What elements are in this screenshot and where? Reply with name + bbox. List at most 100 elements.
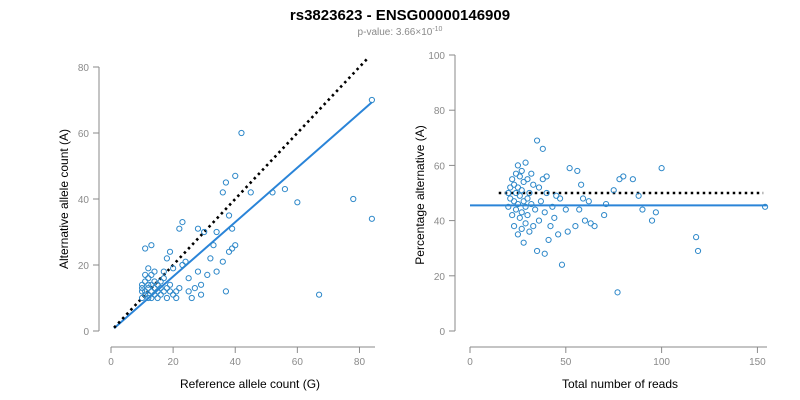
data-point xyxy=(694,247,702,255)
trend-lines xyxy=(470,191,767,207)
data-point xyxy=(145,285,152,292)
data-point xyxy=(601,211,608,219)
data-point xyxy=(526,228,533,235)
fit-line xyxy=(113,101,373,330)
x-ticks: 0 50 100 150 xyxy=(467,347,766,368)
data-point xyxy=(163,294,171,302)
data-point xyxy=(602,200,610,208)
y-tick-label: 20 xyxy=(434,272,446,283)
data-point xyxy=(509,176,516,183)
data-point xyxy=(142,291,149,298)
x-tick-label: 40 xyxy=(230,357,242,368)
data-point xyxy=(145,294,152,302)
data-point xyxy=(204,271,211,278)
data-point xyxy=(166,288,174,295)
data-point xyxy=(210,242,217,249)
allele-count-scatter: 0 20 40 60 80 0 20 40 60 80 Reference allele cou… xyxy=(57,56,375,391)
data-point xyxy=(564,228,571,235)
data-point xyxy=(510,223,518,230)
data-point xyxy=(222,179,230,186)
x-tick-label: 20 xyxy=(168,357,180,368)
data-point xyxy=(530,181,537,188)
data-point xyxy=(543,173,550,180)
data-point xyxy=(163,285,171,292)
data-point xyxy=(572,223,579,230)
data-point xyxy=(512,206,520,213)
data-point xyxy=(170,291,177,298)
data-point xyxy=(166,248,174,255)
data-point xyxy=(281,186,289,193)
y-tick-label: 100 xyxy=(428,51,445,62)
data-point xyxy=(639,206,646,213)
data-point xyxy=(514,200,522,208)
data-point xyxy=(520,239,527,246)
data-points xyxy=(138,96,375,302)
y-tick-label: 60 xyxy=(78,129,90,140)
y-tick-label: 0 xyxy=(83,327,89,338)
data-point xyxy=(182,258,189,265)
data-point xyxy=(543,189,550,197)
y-tick-label: 80 xyxy=(434,106,446,117)
y-ticks: 0 20 40 60 80 100 xyxy=(428,51,455,338)
data-point xyxy=(197,281,205,288)
data-point xyxy=(151,285,158,292)
data-point xyxy=(581,217,589,224)
x-axis-label: Reference allele count (G) xyxy=(180,377,320,391)
x-tick-label: 100 xyxy=(653,357,670,368)
data-point xyxy=(222,288,230,295)
data-point xyxy=(160,268,167,275)
data-point xyxy=(173,294,180,302)
data-point xyxy=(179,219,186,226)
data-point xyxy=(368,96,375,104)
data-point xyxy=(213,268,220,275)
y-axis-label: Percentage alternative (A) xyxy=(413,125,427,264)
data-point xyxy=(201,228,208,236)
chart-title: rs3823623 - ENSG00000146909 xyxy=(290,7,510,24)
data-point xyxy=(518,209,525,216)
data-point xyxy=(530,223,537,230)
y-tick-label: 80 xyxy=(78,63,90,74)
data-point xyxy=(148,294,155,302)
data-point xyxy=(526,189,533,197)
data-point xyxy=(368,215,375,222)
data-point xyxy=(151,291,158,298)
data-point xyxy=(610,187,617,194)
data-point xyxy=(148,242,155,249)
data-point xyxy=(138,285,146,292)
data-point xyxy=(566,165,573,172)
data-point xyxy=(524,195,531,202)
data-point xyxy=(225,212,233,219)
x-tick-label: 150 xyxy=(749,357,766,368)
data-point xyxy=(535,184,543,191)
data-point xyxy=(232,242,239,249)
y-tick-label: 40 xyxy=(78,195,90,206)
data-point xyxy=(154,294,161,302)
data-point xyxy=(213,228,220,236)
data-point xyxy=(518,187,525,194)
data-point xyxy=(555,231,562,238)
data-point xyxy=(693,234,700,241)
data-point xyxy=(138,281,146,288)
data-point xyxy=(537,198,544,205)
data-point xyxy=(166,281,174,288)
data-point xyxy=(514,162,522,169)
data-point xyxy=(294,199,301,206)
data-point xyxy=(652,209,659,216)
data-point xyxy=(229,245,236,252)
data-point xyxy=(269,189,276,196)
data-point xyxy=(635,192,642,199)
data-point xyxy=(154,288,161,295)
data-point xyxy=(533,247,541,255)
data-point xyxy=(578,181,585,188)
data-point xyxy=(157,285,164,292)
x-tick-label: 0 xyxy=(108,357,114,368)
data-point xyxy=(541,250,548,257)
data-point xyxy=(516,173,523,180)
data-point xyxy=(138,288,146,295)
data-point xyxy=(579,195,587,202)
data-point xyxy=(522,220,529,227)
data-point xyxy=(614,289,621,296)
data-point xyxy=(585,198,592,205)
data-point xyxy=(188,294,195,302)
x-axis-label: Total number of reads xyxy=(562,377,678,391)
